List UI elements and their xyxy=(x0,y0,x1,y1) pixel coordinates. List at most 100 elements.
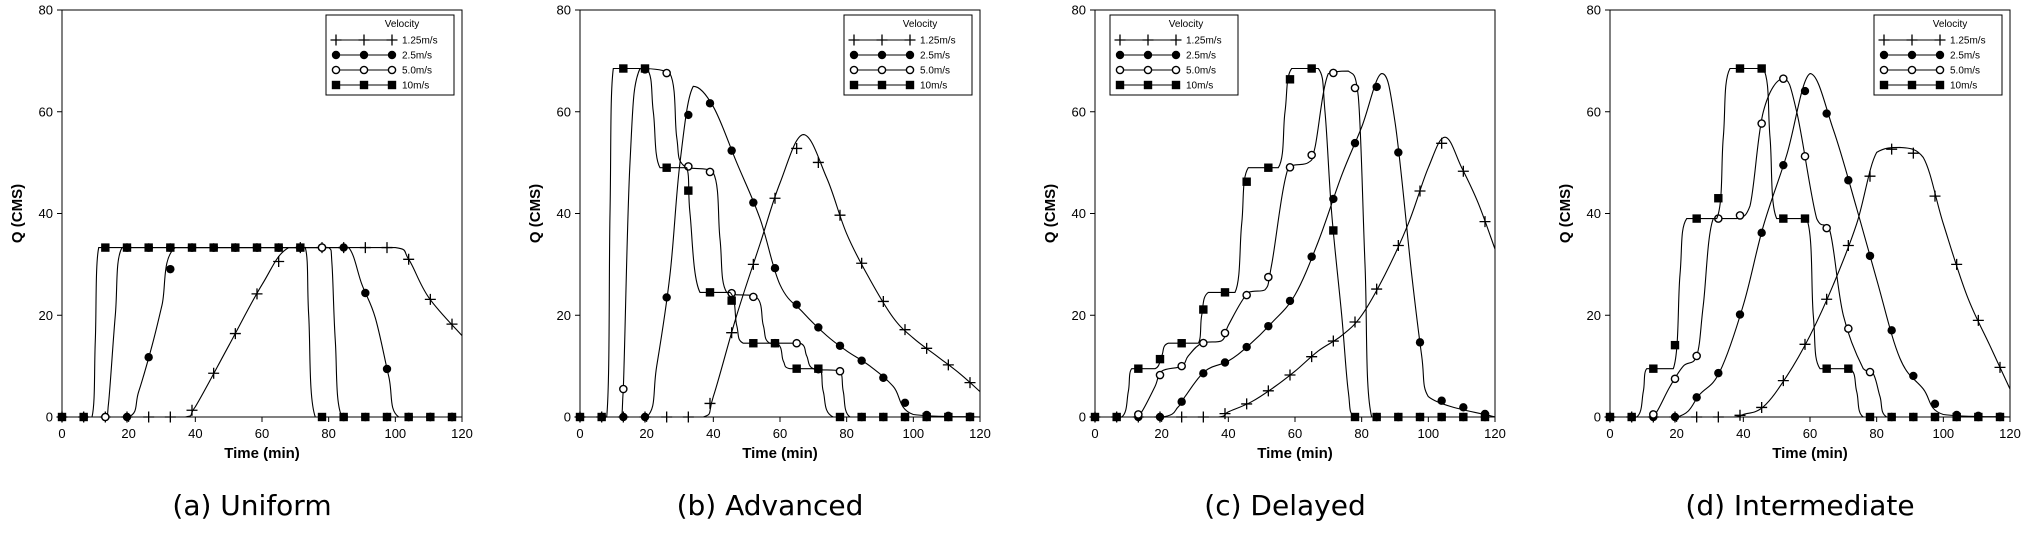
series-1-25m-s-marker xyxy=(1734,409,1746,421)
x-tick-label: 60 xyxy=(773,426,787,441)
series-5-0m-s-marker xyxy=(1350,83,1360,93)
series-10m-s-marker xyxy=(361,412,370,422)
x-tick-label: 80 xyxy=(321,426,335,441)
legend-marker xyxy=(877,50,887,60)
series-5-0m-s-line xyxy=(1609,78,2010,418)
legend-entry: 10m/s xyxy=(1879,80,1977,92)
legend-marker xyxy=(386,34,398,46)
series-2-5m-s-marker xyxy=(1865,251,1875,261)
legend: Velocity 1.25m/s 2.5m/s 5.0m/s 10m/s xyxy=(843,14,973,96)
series-1-25m-s-marker xyxy=(747,258,759,270)
series-10m-s-marker xyxy=(209,243,218,252)
y-tick-label: 40 xyxy=(557,206,571,221)
series-1-25m-s xyxy=(1604,143,2011,423)
series-5-0m-s-line xyxy=(579,67,980,418)
x-tick-label: 40 xyxy=(188,426,202,441)
series-2-5m-s-marker xyxy=(900,398,910,407)
legend-marker xyxy=(1115,65,1125,75)
series-1-25m-s-marker xyxy=(726,327,738,339)
series-10m-s-marker xyxy=(1394,412,1403,422)
y-tick-label: 40 xyxy=(1072,206,1086,221)
panel-caption: (a) Uniform xyxy=(172,489,331,522)
series-10m-s-marker xyxy=(1757,64,1766,73)
series-1-25m-s-marker xyxy=(682,411,694,423)
series-1-25m-s-marker xyxy=(229,328,241,340)
series-1-25m-s-marker xyxy=(1479,216,1491,228)
series-5-0m-s-marker xyxy=(619,384,628,394)
series-10m-s-marker xyxy=(296,243,305,252)
series-10m-s-marker xyxy=(705,288,715,297)
series-10m-s-line xyxy=(579,67,980,418)
legend-entry: 2.5m/s xyxy=(331,50,432,62)
series-10m-s-marker xyxy=(1199,305,1208,314)
x-tick-label: 20 xyxy=(121,426,135,441)
series-5-0m-s-marker xyxy=(1822,223,1831,233)
series-2-5m-s-marker xyxy=(1285,296,1295,306)
series-10m-s-marker xyxy=(1887,412,1896,422)
panel-caption: (c) Delayed xyxy=(1204,489,1365,522)
x-axis-label: Time (min) xyxy=(1772,445,1848,462)
legend-marker xyxy=(387,50,397,60)
series-10m-s-marker xyxy=(1155,354,1165,364)
series-10m-s-marker xyxy=(1264,163,1273,172)
y-tick-label: 40 xyxy=(1587,206,1601,221)
series-5-0m-s-marker xyxy=(1844,324,1853,333)
series-2-5m-s-marker xyxy=(640,412,650,422)
series-5-0m-s-marker xyxy=(684,162,693,171)
legend-marker xyxy=(1143,65,1153,75)
legend-marker xyxy=(905,65,915,75)
legend-entry: 2.5m/s xyxy=(849,50,950,62)
series-1-25m-s-marker xyxy=(359,242,371,254)
series-10m-s-marker xyxy=(144,243,153,252)
series-10m-s-marker xyxy=(1995,412,2005,422)
series-5-0m-s-marker xyxy=(1155,370,1165,380)
series-1-25m-s-marker xyxy=(381,242,393,254)
series-1-25m-s-marker xyxy=(964,377,976,389)
series-10m-s-marker xyxy=(1844,364,1853,373)
series-10m-s-marker xyxy=(835,412,845,422)
series-1-25m-s-marker xyxy=(1306,351,1318,363)
series-10m-s-marker xyxy=(231,243,240,252)
legend-marker xyxy=(848,34,860,46)
y-tick-label: 80 xyxy=(557,3,571,18)
series-10m-s-marker xyxy=(252,243,262,252)
x-tick-label: 0 xyxy=(1606,426,1613,441)
series-5-0m-s-marker xyxy=(1757,119,1766,128)
series-10m-s-marker xyxy=(166,243,175,252)
series-10m-s-marker xyxy=(447,412,457,422)
legend-label: 10m/s xyxy=(920,81,947,92)
series-1-25m-s-marker xyxy=(812,156,824,168)
series-5-0m-s-marker xyxy=(1865,367,1875,377)
series-10m-s-marker xyxy=(1480,412,1490,422)
legend-marker xyxy=(1935,80,1945,90)
legend-marker xyxy=(387,65,397,75)
legend-entry: 1.25m/s xyxy=(330,34,438,47)
y-tick-label: 0 xyxy=(564,410,571,425)
y-tick-label: 60 xyxy=(557,104,571,119)
series-1-25m-s-marker xyxy=(1929,190,1941,202)
series-10m-s-marker xyxy=(1822,364,1831,373)
panel-caption: (d) Intermediate xyxy=(1685,489,1914,522)
series-2-5m-s-marker xyxy=(1800,86,1810,96)
series-2-5m-s-line xyxy=(61,247,462,418)
series-5-0m-s-marker xyxy=(835,366,845,376)
series-10m-s-marker xyxy=(1112,412,1121,422)
legend-marker xyxy=(1879,80,1889,90)
series-10m-s-marker xyxy=(662,163,671,172)
series-10m-s-marker xyxy=(1090,412,1100,422)
series-10m-s-marker xyxy=(1649,364,1658,373)
series-2-5m-s-marker xyxy=(1735,310,1745,319)
x-tick-label: 80 xyxy=(839,426,853,441)
legend-label: 1.25m/s xyxy=(1950,36,1986,47)
series-1-25m-s-marker xyxy=(1392,239,1404,251)
series-10m-s-marker xyxy=(965,412,975,422)
legend-marker xyxy=(358,34,370,46)
y-tick-label: 0 xyxy=(46,410,53,425)
legend-marker xyxy=(1907,80,1917,90)
x-tick-label: 80 xyxy=(1869,426,1883,441)
series-10m-s-marker xyxy=(857,412,866,422)
legend-marker xyxy=(331,80,341,90)
legend-marker xyxy=(905,80,915,90)
series-1-25m-s-marker xyxy=(1691,411,1703,423)
legend-label: 1.25m/s xyxy=(920,36,956,47)
